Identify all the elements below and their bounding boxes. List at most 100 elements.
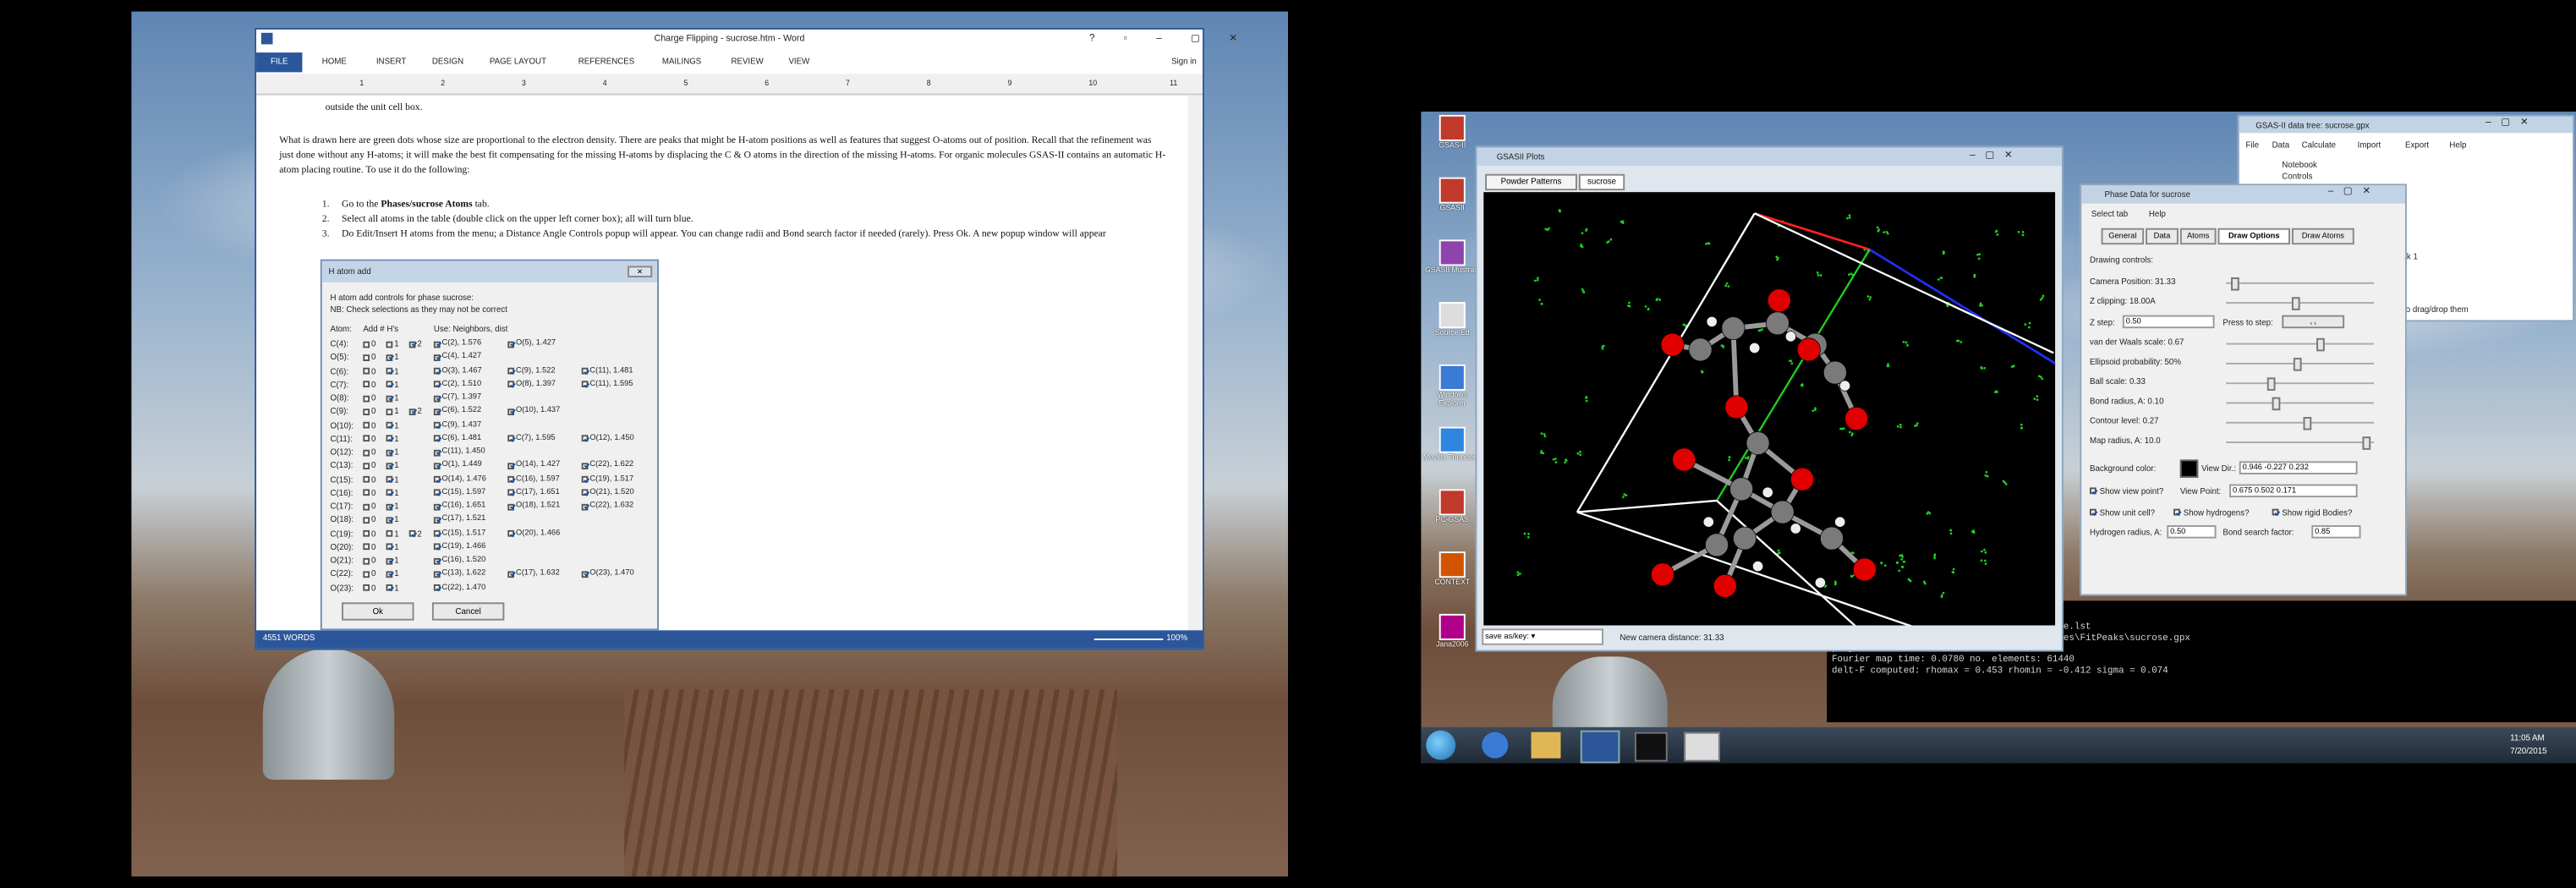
checkbox[interactable] [363, 448, 370, 456]
zstep-field[interactable]: 0.50 [2122, 315, 2215, 329]
taskbar-app[interactable] [1634, 732, 1668, 762]
menu-item[interactable]: Data [2272, 140, 2290, 151]
checkbox[interactable] [507, 462, 515, 469]
checkbox[interactable] [363, 502, 370, 510]
checkbox[interactable] [386, 354, 393, 361]
checkbox[interactable] [386, 502, 393, 510]
slider-thumb[interactable] [2291, 297, 2299, 311]
checkbox[interactable] [386, 529, 393, 537]
checkbox[interactable] [581, 489, 589, 496]
checkbox[interactable] [386, 421, 393, 429]
slider[interactable] [2226, 378, 2375, 392]
checkbox[interactable] [507, 367, 515, 375]
checkbox[interactable] [363, 381, 370, 388]
slider-thumb[interactable] [2316, 338, 2324, 352]
checkbox[interactable] [2089, 487, 2096, 495]
slider[interactable] [2226, 436, 2375, 451]
checkbox[interactable] [386, 556, 393, 564]
ok-button[interactable]: Ok [342, 602, 414, 621]
menu-item[interactable]: File [2245, 140, 2260, 151]
checkbox[interactable] [386, 570, 393, 578]
taskbar-app[interactable] [1482, 732, 1509, 759]
checkbox[interactable] [507, 570, 515, 578]
checkbox[interactable] [433, 435, 441, 442]
checkbox[interactable] [581, 502, 589, 510]
checkbox[interactable] [507, 340, 515, 348]
checkbox[interactable] [507, 381, 515, 388]
checkbox[interactable] [363, 367, 370, 375]
checkbox[interactable] [386, 584, 393, 591]
checkbox[interactable] [363, 408, 370, 415]
checkbox[interactable] [433, 462, 441, 469]
checkbox[interactable] [386, 408, 393, 415]
menu-item[interactable]: Calculate [2301, 140, 2337, 151]
checkbox[interactable] [433, 354, 441, 361]
ribbon-tab[interactable]: PAGE LAYOUT [489, 57, 547, 68]
checkbox[interactable] [433, 475, 441, 483]
checkbox[interactable] [386, 543, 393, 551]
checkbox[interactable] [363, 489, 370, 496]
checkbox[interactable] [363, 516, 370, 523]
slider[interactable] [2226, 358, 2375, 372]
checkbox[interactable] [433, 394, 441, 402]
checkbox[interactable] [2173, 508, 2180, 516]
checkbox[interactable] [408, 529, 416, 537]
checkbox[interactable] [363, 462, 370, 469]
checkbox[interactable] [507, 408, 515, 415]
slider[interactable] [2226, 277, 2375, 292]
checkbox[interactable] [433, 408, 441, 415]
menu-item[interactable]: Help [2449, 140, 2467, 151]
checkbox[interactable] [2272, 508, 2279, 516]
checkbox[interactable] [507, 529, 515, 537]
plot-tab[interactable]: sucrose [1578, 173, 1625, 191]
checkbox[interactable] [2089, 508, 2096, 516]
checkbox[interactable] [433, 381, 441, 388]
checkbox[interactable] [581, 367, 589, 375]
ribbon-tab[interactable]: HOME [321, 57, 347, 68]
checkbox[interactable] [363, 570, 370, 578]
key-select[interactable]: save as/key: ▾ [1482, 628, 1603, 645]
slider-thumb[interactable] [2266, 378, 2275, 392]
slider[interactable] [2226, 297, 2375, 311]
menu-item[interactable]: Import [2357, 140, 2381, 151]
desktop-icon[interactable] [1439, 551, 1466, 578]
checkbox[interactable] [433, 367, 441, 375]
desktop-icon[interactable] [1439, 302, 1466, 329]
checkbox[interactable] [408, 340, 416, 348]
checkbox[interactable] [433, 556, 441, 564]
checkbox[interactable] [386, 435, 393, 442]
slider[interactable] [2226, 397, 2375, 411]
slider[interactable] [2226, 338, 2375, 352]
checkbox[interactable] [433, 516, 441, 523]
checkbox[interactable] [581, 381, 589, 388]
start-button[interactable] [1426, 730, 1456, 760]
checkbox[interactable] [581, 462, 589, 469]
view-dir-field[interactable]: 0.946 -0.227 0.232 [2239, 461, 2358, 474]
checkbox[interactable] [386, 489, 393, 496]
checkbox[interactable] [433, 529, 441, 537]
checkbox[interactable] [581, 475, 589, 483]
plot-tab[interactable]: Powder Patterns [1485, 173, 1577, 191]
checkbox[interactable] [363, 435, 370, 442]
window-controls[interactable]: ? ▫ – ▢ ✕ [1088, 34, 1251, 45]
step-button[interactable]: ‹ › [2282, 315, 2345, 329]
taskbar-app[interactable] [1580, 730, 1620, 764]
checkbox[interactable] [386, 516, 393, 523]
desktop-icon[interactable] [1439, 239, 1466, 266]
checkbox[interactable] [433, 502, 441, 510]
checkbox[interactable] [363, 475, 370, 483]
taskbar-app[interactable] [1684, 732, 1720, 762]
checkbox[interactable] [507, 502, 515, 510]
taskbar-app[interactable] [1531, 732, 1561, 759]
checkbox[interactable] [363, 543, 370, 551]
phase-tab[interactable]: Atoms [2179, 227, 2217, 245]
desktop-icon[interactable] [1439, 114, 1466, 141]
checkbox[interactable] [386, 367, 393, 375]
checkbox[interactable] [363, 421, 370, 429]
checkbox[interactable] [581, 570, 589, 578]
checkbox[interactable] [386, 448, 393, 456]
window-controls[interactable]: –▢✕ [1970, 151, 2023, 162]
checkbox[interactable] [433, 543, 441, 551]
cancel-button[interactable]: Cancel [431, 602, 505, 621]
ribbon-tab[interactable]: INSERT [375, 57, 407, 68]
